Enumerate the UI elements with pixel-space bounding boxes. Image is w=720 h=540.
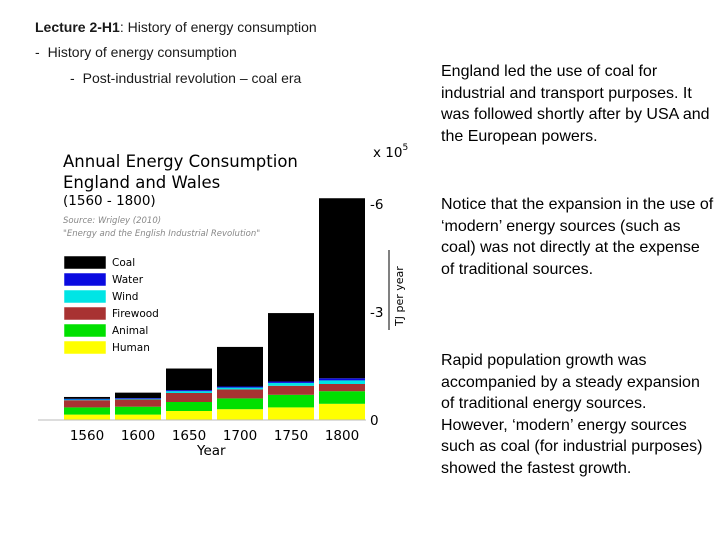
dash-marker: - [35, 44, 40, 60]
bar-animal-1600 [115, 406, 161, 415]
bar-human-1560 [64, 414, 110, 420]
bar-firewood-1650 [166, 393, 212, 402]
chart-source-line-1: Source: Wrigley (2010) [63, 216, 161, 226]
y-tick-labels: -6 -3 0 [370, 197, 383, 429]
bar-wind-1560 [64, 399, 110, 401]
x-tick-labels: 1560 1600 1650 1700 1750 1800 [70, 428, 359, 444]
y-axis-label: TJ per year [393, 266, 406, 327]
x-tick-1650: 1650 [172, 428, 206, 444]
dash-marker: - [70, 70, 75, 86]
bar-wind-1750 [268, 382, 314, 386]
legend-label-animal: Animal [112, 325, 148, 337]
bar-coal-1700 [217, 346, 263, 387]
legend-swatch-coal [63, 255, 107, 270]
lecture-number: Lecture 2-H1 [35, 19, 120, 35]
legend-swatch-animal [63, 323, 107, 338]
chart-subtitle: (1560 - 1800) [63, 193, 156, 209]
lecture-title: Lecture 2-H1: History of energy consumpt… [35, 19, 317, 35]
legend-swatch-water [63, 272, 107, 287]
legend-label-firewood: Firewood [112, 308, 159, 320]
bullet-1-text: History of energy consumption [47, 44, 237, 60]
legend-label-water: Water [112, 274, 144, 286]
scale-base: x 105 [373, 143, 408, 161]
bar-coal-1750 [268, 313, 314, 382]
bar-firewood-1600 [115, 399, 161, 407]
bar-wind-1700 [217, 387, 263, 390]
bar-wind-1800 [319, 380, 365, 384]
bar-human-1650 [166, 411, 212, 420]
chart-source-line-2: "Energy and the English Industrial Revol… [63, 229, 260, 239]
legend-swatch-human [63, 340, 107, 355]
bullet-2-text: Post-industrial revolution – coal era [82, 70, 302, 86]
bullet-level-1: - History of energy consumption [35, 44, 237, 60]
chart-bars [64, 198, 365, 420]
x-axis-label: Year [196, 443, 226, 459]
x-tick-1800: 1800 [325, 428, 359, 444]
bar-water-1600 [115, 398, 161, 399]
bar-human-1700 [217, 409, 263, 420]
bar-water-1750 [268, 381, 314, 383]
bar-water-1700 [217, 386, 263, 388]
bar-firewood-1700 [217, 389, 263, 399]
legend-label-wind: Wind [112, 291, 138, 303]
bullet-level-2: - Post-industrial revolution – coal era [70, 70, 301, 86]
bar-coal-1560 [64, 396, 110, 399]
x-tick-1600: 1600 [121, 428, 155, 444]
bar-coal-1800 [319, 198, 365, 379]
paragraph-expansion-note: Notice that the expansion in the use of … [441, 196, 714, 278]
y-tick-0: 0 [370, 413, 379, 429]
bar-human-1750 [268, 407, 314, 420]
legend-swatch-wind [63, 289, 107, 304]
x-tick-1750: 1750 [274, 428, 308, 444]
bar-animal-1700 [217, 398, 263, 410]
legend-label-coal: Coal [112, 257, 135, 269]
bar-human-1600 [115, 414, 161, 420]
x-tick-1700: 1700 [223, 428, 257, 444]
y-tick-3: -3 [370, 305, 383, 321]
energy-consumption-chart: Annual Energy Consumption England and Wa… [38, 143, 408, 459]
bar-animal-1750 [268, 394, 314, 408]
bar-animal-1650 [166, 402, 212, 411]
bar-wind-1650 [166, 391, 212, 393]
x-tick-1560: 1560 [70, 428, 104, 444]
bar-human-1800 [319, 403, 365, 420]
bar-water-1800 [319, 378, 365, 381]
bar-animal-1560 [64, 407, 110, 415]
bar-water-1650 [166, 390, 212, 392]
paragraph-population-growth: Rapid population growth was accompanied … [441, 352, 703, 477]
legend-label-human: Human [112, 342, 150, 354]
bar-firewood-1750 [268, 385, 314, 395]
bar-wind-1600 [115, 398, 161, 400]
chart-title: Annual Energy Consumption [63, 152, 298, 171]
paragraph-coal-leadership: England led the use of coal for industri… [441, 63, 710, 145]
bar-animal-1800 [319, 391, 365, 404]
chart-title-line-2: England and Wales [63, 173, 220, 192]
chart-legend: Coal Water Wind Firewood Animal Human [63, 255, 159, 355]
bar-coal-1600 [115, 392, 161, 399]
bar-firewood-1560 [64, 400, 110, 408]
bar-firewood-1800 [319, 384, 365, 392]
bar-water-1560 [64, 398, 110, 400]
bar-coal-1650 [166, 368, 212, 391]
legend-swatch-firewood [63, 306, 107, 321]
y-tick-6: -6 [370, 197, 383, 213]
lecture-topic: : History of energy consumption [119, 19, 317, 35]
